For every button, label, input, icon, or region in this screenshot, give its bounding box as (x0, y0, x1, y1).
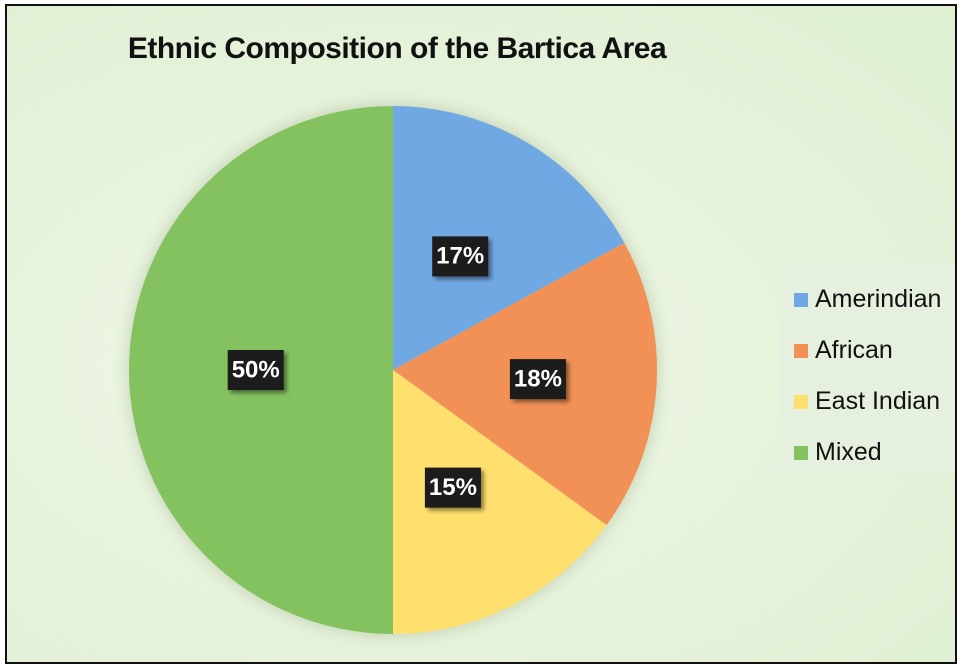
data-label-box (509, 359, 566, 400)
legend-swatch (794, 394, 808, 409)
data-label-mixed: 50% (227, 350, 284, 390)
data-label-box (432, 236, 489, 277)
chart-frame: Ethnic Composition of the Bartica Area (5, 4, 957, 664)
data-label-text: 50% (232, 356, 280, 383)
pie-slice-east-indian (393, 370, 607, 634)
legend-item-mixed: Mixed (780, 427, 955, 478)
legend-swatch (794, 292, 808, 307)
legend-label: African (815, 336, 893, 364)
chart-legend: Amerindian African East Indian Mixed (780, 266, 955, 472)
legend-label: Amerindian (815, 285, 942, 313)
data-label-east-indian: 15% (424, 467, 481, 508)
legend-item-amerindian: Amerindian (780, 274, 955, 325)
data-label-box (424, 467, 481, 508)
data-label-box (227, 350, 284, 390)
legend-label: East Indian (815, 387, 941, 415)
data-label-african: 18% (509, 359, 566, 400)
legend-label: Mixed (815, 438, 882, 466)
pie-chart: 17% 18% 15% 50% (129, 106, 657, 634)
legend-swatch (794, 343, 808, 358)
data-label-text: 18% (514, 365, 562, 392)
data-label-text: 17% (436, 243, 484, 270)
data-label-text: 15% (429, 474, 477, 501)
chart-title: Ethnic Composition of the Bartica Area (127, 32, 667, 65)
legend-swatch (794, 445, 808, 460)
legend-item-east-indian: East Indian (780, 376, 955, 427)
legend-item-african: African (780, 325, 955, 376)
data-label-amerindian: 17% (432, 236, 489, 277)
pie-slice-amerindian (393, 106, 625, 370)
